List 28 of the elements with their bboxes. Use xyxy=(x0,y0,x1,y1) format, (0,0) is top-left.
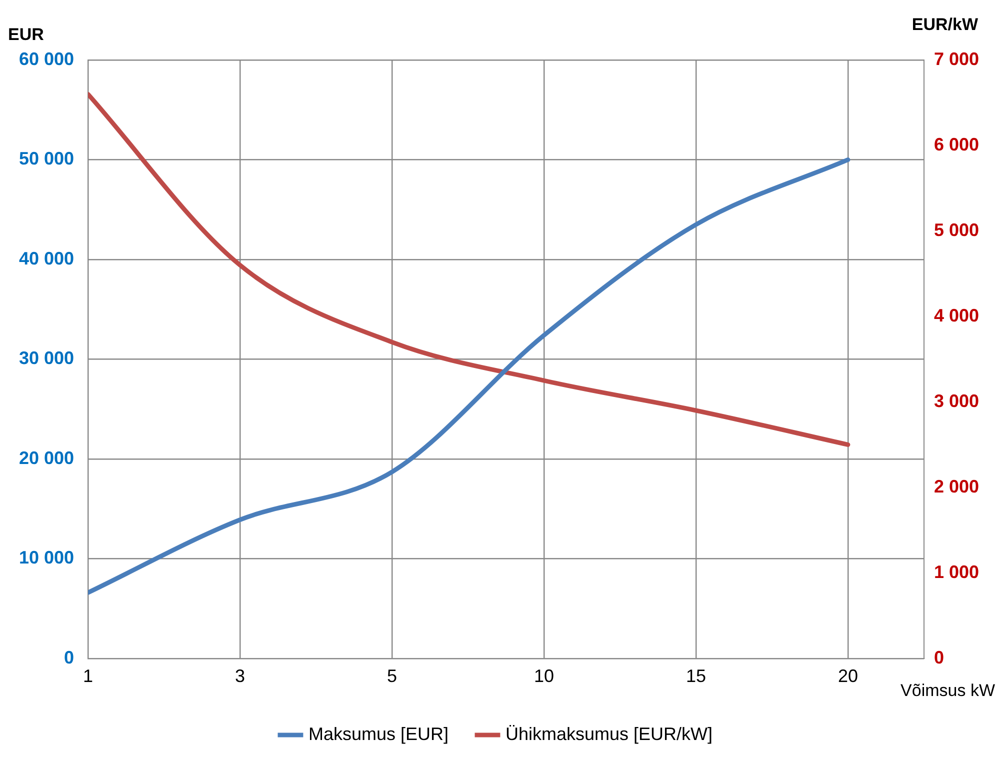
y2-tick-label: 2 000 xyxy=(934,476,980,496)
legend-label: Maksumus [EUR] xyxy=(308,724,449,744)
y2-tick-label: 1 000 xyxy=(934,562,980,582)
y2-tick-label: 7 000 xyxy=(934,48,980,69)
y-tick-label: 30 000 xyxy=(18,348,74,368)
x-tick-label: 20 xyxy=(838,666,858,686)
x-tick-label: 5 xyxy=(387,666,398,686)
y-tick-label: 10 000 xyxy=(18,548,74,568)
x-tick-label: 10 xyxy=(534,666,554,686)
legend-label: Ühikmaksumus [EUR/kW] xyxy=(506,724,713,744)
y-tick-label: 40 000 xyxy=(18,248,74,268)
x-tick-label: 3 xyxy=(235,666,246,686)
line-series xyxy=(88,92,850,447)
x-tick-label: 1 xyxy=(83,666,94,686)
x-axis-title: Võimsus kW xyxy=(900,681,995,700)
y-axis-title: EUR xyxy=(8,25,44,44)
y-tick-label: 50 000 xyxy=(18,148,74,169)
y2-tick-label: 6 000 xyxy=(934,134,980,154)
y2-tick-label: 0 xyxy=(934,647,944,668)
y-tick-label: 20 000 xyxy=(18,448,74,468)
y2-tick-label: 3 000 xyxy=(934,390,980,411)
y2-tick-label: 5 000 xyxy=(934,220,980,240)
y-tick-label: 0 xyxy=(64,647,74,668)
line-series xyxy=(88,157,850,595)
x-tick-label: 15 xyxy=(686,666,706,686)
y2-tick-label: 4 000 xyxy=(934,305,980,326)
y2-axis-title: EUR/kW xyxy=(912,15,979,34)
y-tick-label: 60 000 xyxy=(18,48,74,69)
